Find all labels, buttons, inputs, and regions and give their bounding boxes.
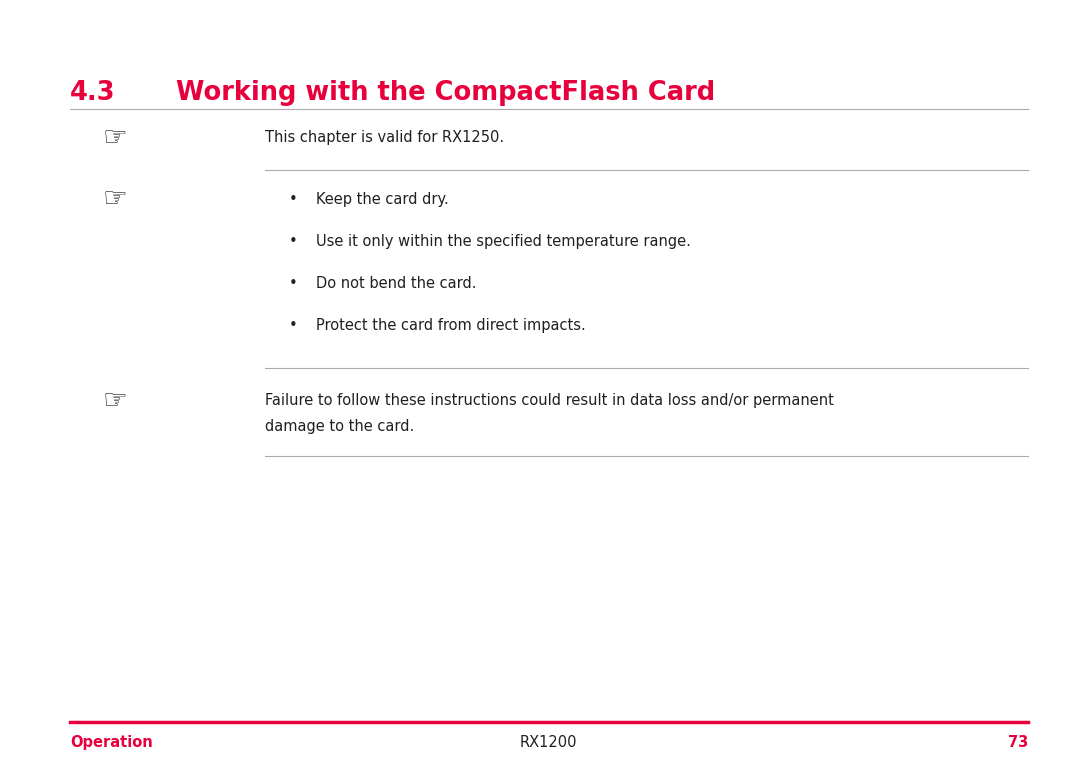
Text: Working with the CompactFlash Card: Working with the CompactFlash Card [176, 80, 715, 106]
Text: Failure to follow these instructions could result in data loss and/or permanent: Failure to follow these instructions cou… [265, 393, 834, 408]
Text: ☞: ☞ [103, 185, 129, 213]
Text: damage to the card.: damage to the card. [265, 419, 414, 434]
Text: Operation: Operation [70, 735, 153, 751]
Text: 73: 73 [1008, 735, 1028, 751]
Text: Use it only within the specified temperature range.: Use it only within the specified tempera… [316, 234, 691, 249]
Text: RX1200: RX1200 [519, 735, 578, 751]
Text: ☞: ☞ [103, 387, 129, 414]
Text: 4.3: 4.3 [70, 80, 116, 106]
Text: •: • [288, 318, 297, 333]
Text: This chapter is valid for RX1250.: This chapter is valid for RX1250. [265, 130, 503, 146]
Text: •: • [288, 234, 297, 249]
Text: Protect the card from direct impacts.: Protect the card from direct impacts. [316, 318, 586, 333]
Text: Do not bend the card.: Do not bend the card. [316, 276, 477, 291]
Text: Keep the card dry.: Keep the card dry. [316, 192, 449, 207]
Text: •: • [288, 192, 297, 207]
Text: ☞: ☞ [103, 124, 129, 152]
Text: •: • [288, 276, 297, 291]
